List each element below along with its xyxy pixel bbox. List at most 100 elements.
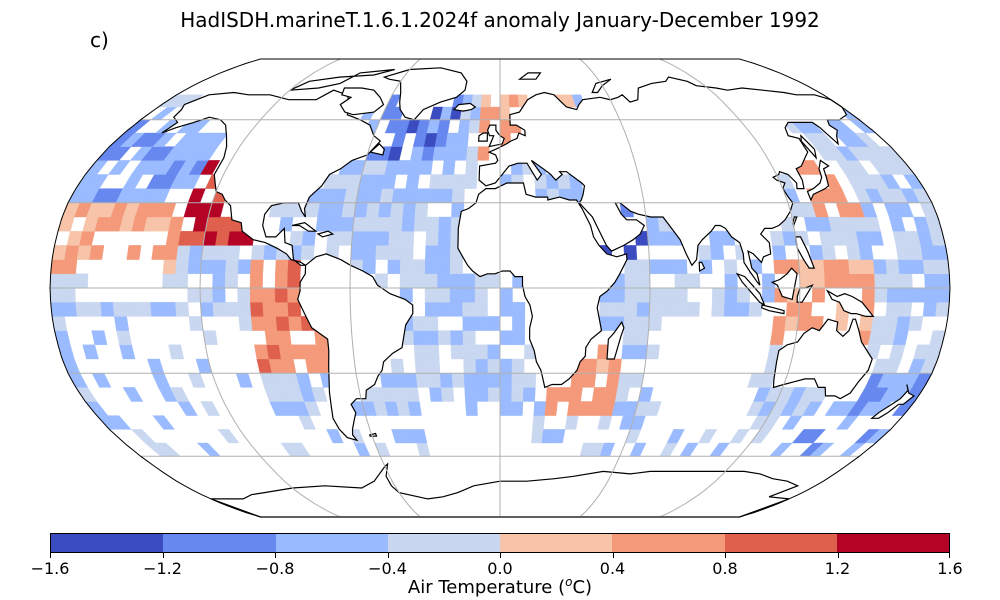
anomaly-cell: [317, 202, 333, 218]
anomaly-cell: [262, 302, 277, 317]
anomaly-cell: [458, 119, 471, 134]
anomaly-cell: [823, 259, 838, 274]
map-canvas: [49, 58, 951, 518]
anomaly-cell: [412, 273, 426, 289]
anomaly-cell: [582, 373, 597, 388]
anomaly-cell: [187, 259, 202, 274]
anomaly-cell: [612, 287, 626, 303]
anomaly-cell: [264, 330, 280, 345]
anomaly-cell: [464, 387, 478, 402]
anomaly-cell: [400, 245, 414, 260]
anomaly-cell: [773, 259, 788, 274]
coastline: [606, 320, 625, 360]
anomaly-cell: [674, 287, 688, 303]
anomaly-cell: [637, 273, 651, 289]
anomaly-cell: [477, 146, 490, 161]
anomaly-cell: [440, 174, 455, 189]
anomaly-cell: [50, 302, 65, 317]
anomaly-cell: [300, 245, 315, 260]
anomaly-cell: [623, 316, 638, 331]
anomaly-cell: [708, 231, 724, 246]
anomaly-cell: [510, 401, 524, 416]
colorbar-ticks: −1.6 −1.2 −0.8 −0.4 0.0 0.4 0.8 1.2 1.6: [31, 553, 963, 583]
anomaly-cell: [629, 442, 647, 457]
anomaly-cell: [442, 160, 456, 175]
anomaly-cell: [62, 273, 76, 289]
anomaly-cell: [225, 302, 239, 317]
anomaly-cell: [697, 429, 718, 444]
anomaly-cell: [437, 273, 451, 289]
anomaly-cell: [636, 302, 651, 317]
anomaly-cell: [250, 302, 264, 317]
anomaly-cell: [487, 273, 501, 289]
anomaly-cell: [212, 273, 226, 289]
anomaly-cell: [499, 302, 513, 317]
anomaly-cell: [199, 287, 214, 303]
anomaly-cell: [531, 429, 544, 444]
anomaly-cell: [583, 358, 598, 374]
anomaly-cell: [62, 287, 76, 303]
anomaly-cell: [188, 245, 204, 260]
anomaly-cell: [389, 216, 403, 232]
anomaly-cell: [212, 259, 227, 274]
anomaly-cell: [499, 330, 513, 345]
anomaly-cell: [465, 401, 478, 416]
anomaly-cell: [168, 344, 185, 360]
anomaly-cell: [75, 302, 90, 317]
anomaly-cell: [187, 188, 206, 203]
anomaly-cell: [564, 415, 579, 430]
anomaly-cell: [429, 387, 443, 402]
anomaly-cell: [50, 287, 64, 303]
colorbar-segment: [163, 534, 276, 552]
panel-label: c): [90, 28, 109, 52]
anomaly-cell: [177, 401, 198, 416]
anomaly-cell: [212, 287, 226, 303]
anomaly-cell: [824, 273, 838, 289]
anomaly-cell: [196, 442, 221, 457]
anomaly-cell: [119, 344, 136, 360]
anomaly-cell: [633, 344, 648, 360]
anomaly-cell: [376, 231, 390, 246]
coastline: [477, 132, 489, 142]
anomaly-cell: [611, 302, 626, 317]
anomaly-cell: [462, 273, 476, 289]
anomaly-cell: [499, 94, 510, 108]
anomaly-cell: [848, 259, 863, 274]
anomaly-cell: [673, 302, 688, 317]
anomaly-cell: [895, 316, 911, 331]
anomaly-cell: [512, 316, 526, 331]
anomaly-cell: [729, 429, 750, 444]
anomaly-cell: [437, 245, 451, 260]
anomaly-cell: [437, 287, 451, 303]
colorbar-tick-label: −0.4: [368, 559, 407, 578]
anomaly-cell: [413, 344, 428, 360]
anomaly-cell: [499, 401, 512, 416]
anomaly-cell: [365, 202, 381, 218]
anomaly-cell: [624, 287, 638, 303]
anomaly-cell: [421, 146, 436, 161]
anomaly-cell: [391, 373, 406, 388]
anomaly-cell: [266, 344, 282, 360]
anomaly-cell: [237, 302, 252, 317]
anomaly-cell: [226, 245, 241, 260]
anomaly-cell: [67, 373, 88, 388]
anomaly-cell: [376, 216, 391, 232]
anomaly-cell: [479, 106, 491, 120]
coastline: [870, 384, 915, 419]
anomaly-cell: [262, 287, 276, 303]
anomaly-cell: [772, 316, 787, 331]
anomaly-cell: [450, 344, 464, 360]
anomaly-cell: [287, 302, 302, 317]
coastline: [772, 318, 873, 400]
colorbar-segment: [387, 534, 500, 552]
anomaly-cell: [425, 316, 439, 331]
anomaly-cell: [533, 401, 547, 416]
anomaly-cell: [499, 119, 511, 134]
anomaly-cell: [162, 273, 176, 289]
anomaly-cell: [662, 287, 676, 303]
anomaly-cell: [440, 387, 455, 402]
anomaly-cell: [62, 302, 78, 317]
anomaly-cell: [82, 344, 99, 360]
anomaly-cell: [238, 316, 253, 331]
anomaly-cell: [480, 94, 492, 108]
